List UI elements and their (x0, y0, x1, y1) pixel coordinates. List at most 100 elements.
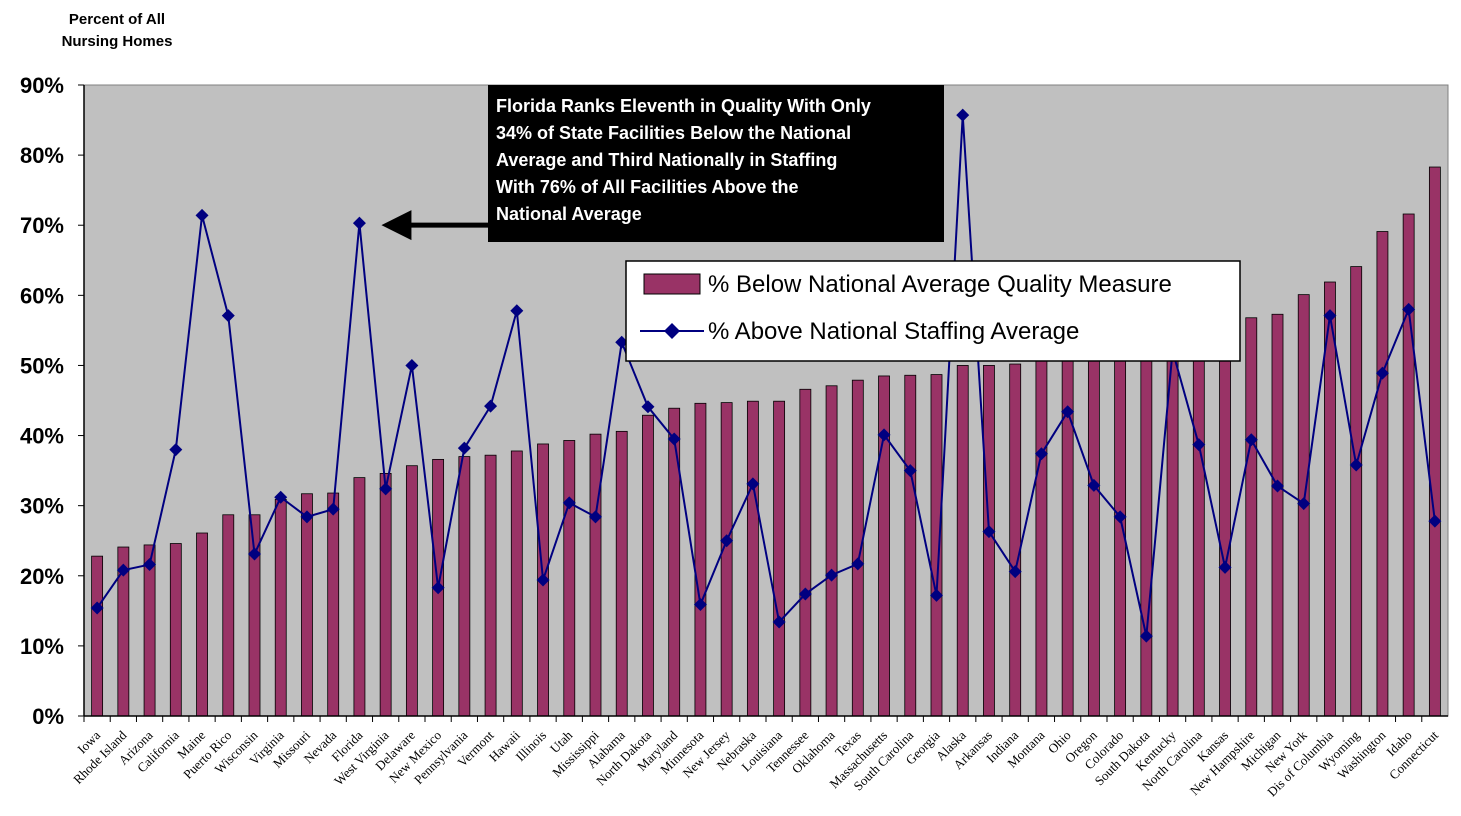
staffing-point (169, 443, 183, 457)
bar (563, 440, 576, 717)
staffing-point (195, 208, 209, 222)
staffing-point (1244, 433, 1258, 447)
staffing-point (720, 534, 734, 548)
legend-label-quality: % Below National Average Quality Measure (708, 271, 1172, 298)
bar (327, 492, 340, 717)
annotation-text-line: National Average (496, 204, 642, 224)
bar (169, 543, 182, 717)
bar (720, 402, 733, 717)
bar (668, 407, 681, 717)
y-axis-title-line: Percent of All (69, 11, 165, 28)
staffing-point (431, 581, 445, 595)
bar (196, 532, 208, 717)
y-tick-label: 70% (20, 213, 64, 238)
bar (694, 402, 707, 717)
staffing-point (1008, 565, 1022, 579)
staffing-point (1428, 514, 1442, 528)
bar (799, 388, 812, 717)
staffing-point (90, 601, 104, 615)
bar (1087, 344, 1100, 717)
bar (1350, 266, 1363, 717)
staffing-point (641, 400, 655, 414)
staffing-point (851, 557, 865, 571)
bar (589, 433, 602, 717)
bar (825, 385, 838, 717)
staffing-point (1139, 629, 1153, 643)
y-tick-label: 10% (20, 634, 64, 659)
staffing-point (1061, 405, 1075, 419)
staffing-point (1218, 560, 1232, 574)
staffing-point (798, 587, 812, 601)
staffing-point (903, 464, 917, 478)
staffing-point (143, 558, 157, 572)
bar (878, 375, 890, 717)
annotation-text-line: Florida Ranks Eleventh in Quality With O… (496, 96, 871, 116)
staffing-point (667, 432, 681, 446)
bar (642, 414, 654, 717)
axes (78, 84, 1448, 722)
bar (1245, 317, 1258, 717)
bar (1428, 166, 1441, 717)
staffing-point (326, 502, 340, 516)
bar (1376, 231, 1389, 717)
staffing-point (877, 428, 891, 442)
staffing-point (982, 525, 996, 539)
staffing-point (1402, 302, 1416, 316)
staffing-point (352, 216, 366, 230)
legend: % Below National Average Quality Measure… (625, 260, 1241, 362)
staffing-point (1087, 478, 1101, 492)
legend-label-staffing: % Above National Staffing Average (708, 318, 1079, 345)
staffing-point (956, 108, 970, 122)
staffing-point (1034, 447, 1048, 461)
y-tick-label: 90% (20, 73, 64, 98)
staffing-point (772, 615, 786, 629)
staffing-point (116, 563, 130, 577)
staffing-line (96, 115, 1436, 637)
staffing-point (1375, 366, 1389, 380)
staffing-point (536, 573, 550, 587)
bar (222, 514, 235, 717)
bar (746, 400, 759, 717)
staffing-point (510, 304, 524, 318)
bar (484, 454, 497, 717)
staffing-point (589, 510, 602, 524)
bar (956, 365, 969, 717)
bar (1271, 313, 1284, 717)
bar (510, 450, 523, 717)
y-tick-label: 0% (32, 704, 64, 729)
bar (301, 493, 313, 717)
staffing-point (615, 335, 629, 349)
staffing-point (379, 482, 393, 496)
staffing-point (274, 490, 288, 504)
y-axis-title: Percent of All Nursing Homes (62, 11, 173, 50)
staffing-line-series (90, 108, 1442, 643)
staffing-point (221, 309, 235, 323)
annotation-text-line: 34% of State Facilities Below the Nation… (496, 123, 851, 143)
legend-box (625, 260, 1241, 362)
bar (405, 465, 418, 717)
bar (458, 456, 471, 717)
staffing-point (1349, 458, 1363, 472)
annotation-box (488, 85, 944, 242)
x-tick-label: Illinois (513, 728, 550, 765)
staffing-point (457, 441, 471, 455)
bar (1192, 329, 1205, 717)
y-tick-label: 60% (20, 283, 64, 308)
staffing-point (484, 399, 498, 413)
y-tick-label: 50% (20, 353, 64, 378)
staffing-point (930, 588, 943, 602)
bar (379, 473, 392, 717)
bar (930, 374, 943, 717)
y-tick-label: 20% (20, 564, 64, 589)
staffing-point (1113, 510, 1127, 524)
bar (1009, 363, 1022, 717)
y-tick-labels: 0% 10% 20% 30% 40% 50% 60% 70% 80% 90% (20, 73, 64, 729)
bar (773, 400, 786, 717)
annotation-text-line: With 76% of All Facilities Above the (496, 177, 799, 197)
bar (1114, 340, 1127, 717)
bar (91, 555, 104, 717)
y-tick-label: 30% (20, 494, 64, 519)
staffing-point (248, 547, 261, 561)
